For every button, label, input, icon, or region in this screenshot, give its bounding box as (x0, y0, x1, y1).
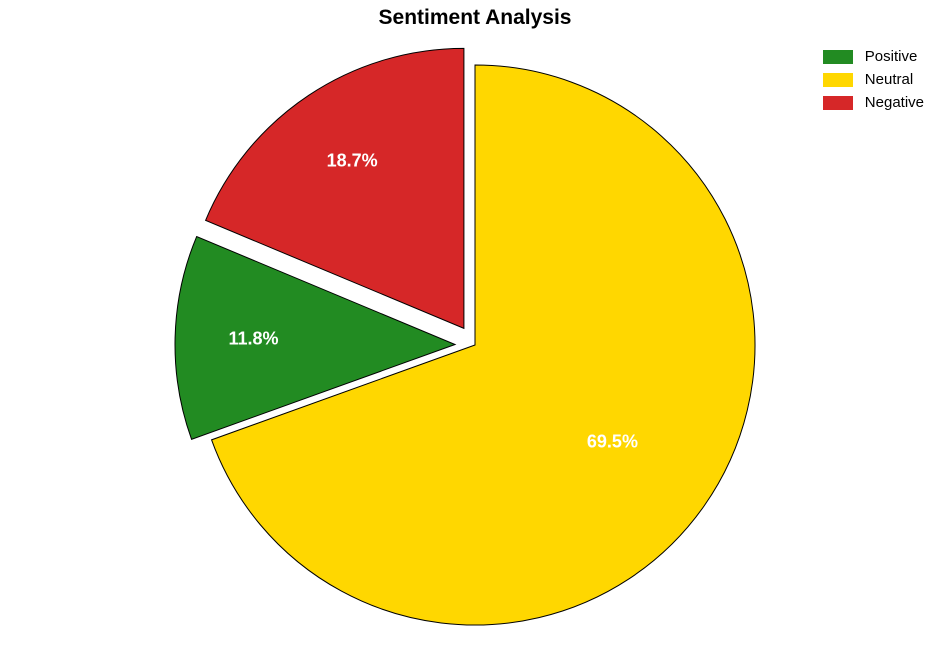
slice-label-negative: 18.7% (327, 150, 378, 171)
pie-chart-svg (0, 0, 950, 662)
legend-item-negative: Negative (823, 94, 924, 111)
legend-label-negative: Negative (865, 94, 924, 111)
legend-label-neutral: Neutral (865, 71, 913, 88)
legend-label-positive: Positive (865, 48, 918, 65)
legend: Positive Neutral Negative (823, 48, 924, 117)
legend-item-neutral: Neutral (823, 71, 924, 88)
legend-swatch-positive (823, 50, 853, 64)
legend-swatch-neutral (823, 73, 853, 87)
slice-label-neutral: 69.5% (587, 431, 638, 452)
chart-container: Sentiment Analysis 69.5%11.8%18.7% Posit… (0, 0, 950, 662)
slice-label-positive: 11.8% (228, 329, 278, 350)
legend-item-positive: Positive (823, 48, 924, 65)
legend-swatch-negative (823, 96, 853, 110)
